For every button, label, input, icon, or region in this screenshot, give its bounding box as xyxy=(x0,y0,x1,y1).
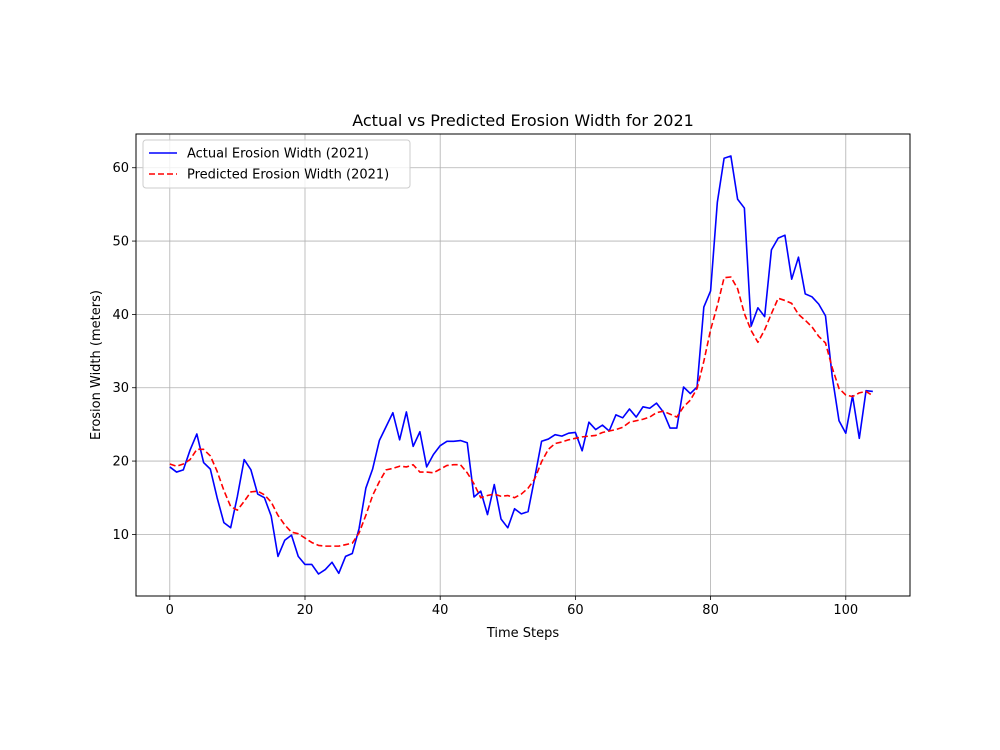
y-tick-label: 10 xyxy=(112,528,129,543)
plot-area xyxy=(169,155,874,575)
x-tick-label: 20 xyxy=(297,603,314,618)
y-tick-label: 30 xyxy=(112,381,129,396)
chart-title: Actual vs Predicted Erosion Width for 20… xyxy=(352,111,694,130)
legend-label-actual: Actual Erosion Width (2021) xyxy=(187,147,369,162)
y-tick-label: 50 xyxy=(112,235,129,250)
x-tick-label: 40 xyxy=(432,603,449,618)
axes-frame xyxy=(135,133,911,597)
y-tick-label: 20 xyxy=(112,455,129,470)
legend-box xyxy=(142,139,411,189)
axis-ticks: 0 20 40 60 80 100 10 20 30 40 50 60 xyxy=(112,161,858,618)
legend-label-predicted: Predicted Erosion Width (2021) xyxy=(187,168,389,183)
x-tick-label: 60 xyxy=(567,603,584,618)
y-tick-label: 40 xyxy=(112,308,129,323)
x-tick-label: 80 xyxy=(702,603,719,618)
y-tick-label: 60 xyxy=(112,161,129,176)
x-tick-label: 0 xyxy=(166,603,174,618)
x-axis-label: Time Steps xyxy=(486,626,560,641)
series-line-actual xyxy=(169,155,873,575)
series-line-predicted xyxy=(169,276,874,547)
x-tick-label: 100 xyxy=(833,603,858,618)
grid-lines xyxy=(136,134,910,596)
legend: Actual Erosion Width (2021) Predicted Er… xyxy=(142,139,411,189)
y-axis-label: Erosion Width (meters) xyxy=(89,290,104,440)
